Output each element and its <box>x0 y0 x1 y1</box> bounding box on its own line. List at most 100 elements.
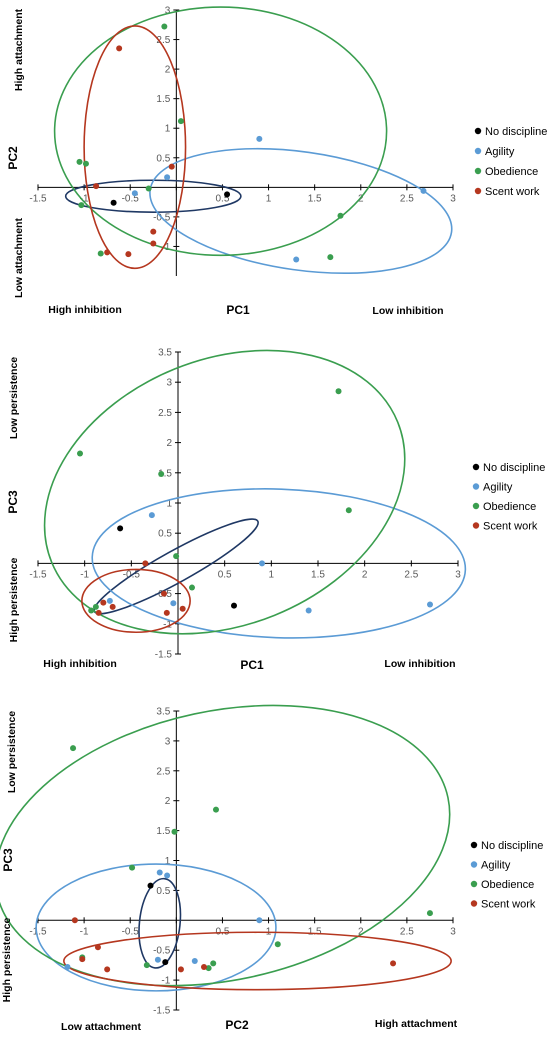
data-point-obedience <box>161 23 168 30</box>
x-low-annotation: High inhibition <box>43 658 116 670</box>
data-point-no-discipline <box>110 199 117 206</box>
data-point-scent-work <box>104 249 111 256</box>
confidence-ellipse-agility <box>35 863 277 992</box>
x-tick-label: -0.5 <box>122 193 140 204</box>
legend-marker-scent-work <box>470 900 478 907</box>
data-point-obedience <box>77 450 83 457</box>
data-point-obedience <box>143 962 150 969</box>
x-tick-label: 1 <box>266 193 272 204</box>
confidence-ellipse-obedience <box>43 349 406 635</box>
legend-label-scent-work: Scent work <box>485 186 540 198</box>
x-axis-title: PC1 <box>240 658 264 672</box>
legend-label-scent-work: Scent work <box>481 899 536 911</box>
confidence-ellipse-obedience <box>0 704 451 987</box>
confidence-ellipse-scent-work <box>83 25 187 270</box>
data-point-agility <box>131 190 138 197</box>
y-high-annotation: Low persistence <box>6 711 18 793</box>
axes: -1.5-1-0.50.511.522.53-1.5-1-0.50.511.52… <box>29 348 461 661</box>
data-point-obedience <box>171 828 178 835</box>
y-axis-title: PC3 <box>6 490 20 514</box>
data-point-obedience <box>70 745 77 752</box>
y-tick-label: -1 <box>161 976 170 987</box>
data-point-agility <box>164 872 171 879</box>
y-axis-title: PC2 <box>6 146 20 170</box>
data-point-scent-work <box>100 599 107 606</box>
chart-panel-1: -1.5 -1 -0.5 0.5 1 1.5 2 2.5 3-1-0.50.511.522.53… <box>6 6 547 318</box>
data-point-obedience <box>212 806 219 813</box>
data-point-scent-work <box>201 963 207 970</box>
y-tick-label: 1 <box>165 124 171 135</box>
data-point-obedience <box>173 553 180 560</box>
data-point-agility <box>259 560 265 567</box>
x-tick-label: -1 <box>80 569 89 580</box>
y-tick-label: 1.5 <box>156 826 170 837</box>
y-low-annotation: High persistence <box>1 918 13 1003</box>
y-tick-label: 2.5 <box>158 408 172 419</box>
y-tick-label: 1.5 <box>156 94 170 105</box>
y-tick-label: 2 <box>166 438 172 449</box>
data-point-obedience <box>158 471 165 478</box>
data-point-scent-work <box>390 960 397 967</box>
legend-marker-obedience <box>470 880 478 888</box>
legend-marker-scent-work <box>472 522 480 529</box>
data-point-scent-work <box>150 228 157 235</box>
y-axis-title: PC3 <box>1 848 15 872</box>
data-point-obedience <box>129 864 136 871</box>
confidence-ellipse-scent-work <box>81 568 191 634</box>
data-point-scent-work <box>177 966 184 973</box>
legend-marker-agility <box>470 861 478 868</box>
data-point-obedience <box>82 160 89 167</box>
legend-label-obedience: Obedience <box>481 879 534 891</box>
data-point-agility <box>148 512 155 519</box>
x-tick-label: -1 <box>80 193 89 204</box>
x-tick-label: 0.5 <box>218 569 232 580</box>
y-tick-label: 2 <box>165 796 171 807</box>
y-high-annotation: High attachment <box>13 8 25 91</box>
y-low-annotation: High persistence <box>8 558 20 643</box>
data-point-agility <box>170 600 177 607</box>
x-tick-label: 2 <box>362 569 368 580</box>
x-tick-label: 1.5 <box>308 193 322 204</box>
data-point-agility <box>256 135 263 142</box>
legend-label-no-discipline: No discipline <box>483 462 545 474</box>
data-point-obedience <box>78 202 85 209</box>
legend-label-scent-work: Scent work <box>483 521 538 533</box>
chart-panel-2: -1.5-1-0.50.511.522.53-1.5-1-0.50.511.52… <box>6 348 545 673</box>
data-point-obedience <box>205 965 212 972</box>
data-point-obedience <box>335 388 342 395</box>
x-tick-label: 0.5 <box>215 193 229 204</box>
data-point-agility <box>256 917 263 924</box>
legend-marker-no-discipline <box>474 127 482 135</box>
data-point-obedience <box>92 603 99 610</box>
data-point-agility <box>293 256 300 263</box>
data-point-scent-work <box>109 603 116 610</box>
chart-panel-3: -1.5 -1 -0.5 0.5 1 1.5 2 2.5 3-1.5-1-0.50.511.52… <box>0 704 543 1033</box>
y-tick-label: 2.5 <box>156 766 170 777</box>
y-tick-label: 3 <box>165 6 171 17</box>
data-point-obedience <box>337 212 344 219</box>
data-point-obedience <box>76 158 83 165</box>
data-point-scent-work <box>163 609 170 616</box>
x-high-annotation: Low inhibition <box>372 305 443 317</box>
data-point-no-discipline <box>117 525 124 532</box>
data-point-scent-work <box>161 590 167 597</box>
x-tick-label: 2 <box>358 926 364 937</box>
y-tick-label: -1 <box>163 619 172 630</box>
x-high-annotation: High attachment <box>375 1018 458 1030</box>
y-tick-label: 3 <box>165 736 171 747</box>
axes: -1.5 -1 -0.5 0.5 1 1.5 2 2.5 3-1-0.50.511.522.53 <box>29 6 456 276</box>
data-point-scent-work <box>95 609 102 616</box>
confidence-ellipse-no-discipline <box>138 877 182 969</box>
legend-label-obedience: Obedience <box>485 166 538 178</box>
data-point-scent-work <box>79 956 86 963</box>
legend-marker-obedience <box>472 502 480 510</box>
x-tick-label: 1.5 <box>308 926 322 937</box>
data-point-no-discipline <box>224 191 231 198</box>
x-tick-label: -0.5 <box>122 926 140 937</box>
x-tick-label: -1 <box>80 926 89 937</box>
legend: No discipline Agility Obedience Scent work <box>470 840 543 911</box>
x-tick-label: 0.5 <box>215 926 229 937</box>
data-point-agility <box>64 963 71 970</box>
y-tick-label: 0.5 <box>156 153 170 164</box>
x-axis-title: PC2 <box>225 1018 249 1032</box>
